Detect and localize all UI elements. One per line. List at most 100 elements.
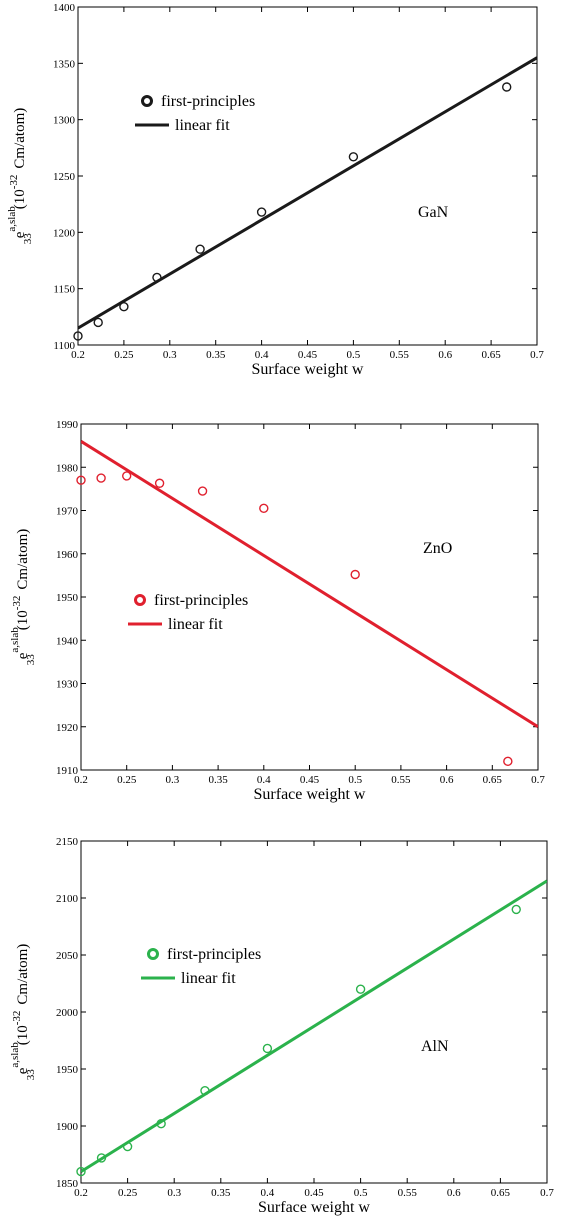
data-point — [73, 331, 83, 341]
y-tick-label: 1930 — [56, 679, 79, 691]
plot-frame — [80, 840, 548, 1184]
y-label-base: e — [15, 1067, 31, 1074]
y-tick-label: 1850 — [56, 1178, 79, 1190]
y-tick-label: 1250 — [53, 171, 76, 183]
y-label-superscript: a,slab — [9, 627, 21, 653]
data-point — [121, 471, 132, 481]
y-tick-label: 1940 — [56, 635, 79, 647]
x-tick-label: 0.2 — [74, 774, 88, 786]
y-tick-label: 2100 — [56, 893, 79, 905]
x-axis-label: Surface weight w — [254, 786, 366, 803]
data-point — [76, 475, 86, 485]
legend-label-line: linear fit — [168, 616, 223, 633]
y-tick-label: 1300 — [53, 115, 76, 127]
legend-label-points: first-principles — [167, 946, 261, 963]
y-tick-label: 1990 — [56, 419, 79, 431]
y-tick-label: 1100 — [53, 340, 75, 352]
legend-label-line: linear fit — [175, 117, 230, 134]
x-tick-label: 0.25 — [117, 774, 137, 786]
x-tick-label: 0.5 — [348, 774, 362, 786]
y-tick-label: 1150 — [53, 284, 75, 296]
x-tick-label: 0.6 — [447, 1187, 461, 1199]
x-tick-label: 0.35 — [208, 774, 228, 786]
x-tick-label: 0.3 — [163, 349, 177, 361]
chart-panel-aln: 0.2 0.25 0.3 0.35 0.4 0.45 0.5 0.55 0.6 0.65 0.7 18… — [9, 836, 554, 1216]
x-tick-label: 0.55 — [390, 349, 410, 361]
y-tick-label: 2000 — [56, 1007, 79, 1019]
y-label-subscript: 33 — [25, 654, 37, 666]
y-axis-label: ea,slab 33 (10-32 Cm/atom) — [6, 108, 34, 245]
x-tick-label: 0.55 — [398, 1187, 418, 1199]
x-tick-label: 0.6 — [438, 349, 452, 361]
y-label-base: e — [12, 231, 28, 238]
x-axis-label: Surface weight w — [252, 361, 364, 378]
y-label-unit-exponent: -32 — [11, 1011, 23, 1026]
y-label-subscript: 33 — [22, 233, 34, 245]
y-axis-label: ea,slab 33 (10-32 Cm/atom) — [9, 944, 37, 1081]
legend: first-principles linear fit — [141, 946, 261, 987]
x-tick-label: 0.3 — [167, 1187, 181, 1199]
y-label-subscript: 33 — [25, 1069, 37, 1081]
y-tick-label: 1920 — [56, 722, 79, 734]
x-tick-label: 0.2 — [71, 349, 85, 361]
y-label-unit-rest: Cm/atom) — [12, 108, 28, 169]
data-point — [195, 244, 205, 254]
legend-label-points: first-principles — [161, 93, 255, 110]
y-tick-label: 1960 — [56, 549, 79, 561]
x-tick-label: 0.65 — [491, 1187, 511, 1199]
y-axis-label: ea,slab 33 (10-32 Cm/atom) — [9, 529, 37, 666]
y-tick-label: 1950 — [56, 592, 79, 604]
x-tick-label: 0.7 — [540, 1187, 554, 1199]
x-tick-label: 0.4 — [257, 774, 271, 786]
y-tick-label: 1980 — [56, 462, 79, 474]
x-axis-label: Surface weight w — [258, 1199, 370, 1216]
legend-label-line: linear fit — [181, 970, 236, 987]
x-tick-label: 0.45 — [304, 1187, 324, 1199]
data-point — [256, 207, 267, 217]
x-tick-label: 0.55 — [391, 774, 411, 786]
x-tick-label: 0.7 — [530, 349, 544, 361]
legend-label-points: first-principles — [154, 592, 248, 609]
material-label: GaN — [418, 204, 449, 221]
x-tick-label: 0.2 — [74, 1187, 88, 1199]
data-point — [355, 984, 366, 994]
x-tick-label: 0.45 — [300, 774, 320, 786]
y-tick-label: 1900 — [56, 1121, 79, 1133]
data-point — [348, 152, 359, 162]
plot-frame — [77, 6, 538, 346]
legend-marker-points — [147, 948, 159, 960]
linear-fit-line — [81, 440, 538, 729]
legend-marker-points — [141, 95, 153, 107]
y-tick-label: 1950 — [56, 1064, 79, 1076]
x-tick-label: 0.3 — [166, 774, 180, 786]
linear-fit-line — [81, 879, 547, 1173]
x-tick-label: 0.7 — [531, 774, 545, 786]
data-point — [511, 904, 521, 915]
data-point — [154, 478, 165, 488]
y-label-unit-rest: Cm/atom) — [15, 944, 31, 1005]
data-point — [93, 317, 103, 328]
data-point — [259, 503, 269, 514]
y-label-unit-exponent: -32 — [8, 175, 20, 190]
y-label-superscript: a,slab — [6, 206, 18, 232]
y-tick-label: 1970 — [56, 506, 79, 518]
material-label: ZnO — [423, 540, 452, 557]
x-tick-label: 0.6 — [440, 774, 454, 786]
x-tick-label: 0.65 — [483, 774, 503, 786]
x-tick-label: 0.35 — [206, 349, 226, 361]
legend: first-principles linear fit — [128, 592, 248, 633]
y-label-unit-open: (10 — [12, 189, 28, 209]
x-tick-label: 0.35 — [211, 1187, 231, 1199]
x-tick-label: 0.4 — [255, 349, 269, 361]
x-tick-label: 0.65 — [481, 349, 501, 361]
x-tick-label: 0.4 — [261, 1187, 275, 1199]
legend: first-principles linear fit — [135, 93, 255, 134]
y-label-unit-exponent: -32 — [11, 596, 23, 611]
data-point — [96, 473, 106, 483]
x-tick-label: 0.45 — [298, 349, 318, 361]
y-label-superscript: a,slab — [9, 1042, 21, 1068]
x-tick-label: 0.5 — [354, 1187, 368, 1199]
data-point — [76, 1166, 86, 1177]
data-point — [503, 756, 513, 767]
